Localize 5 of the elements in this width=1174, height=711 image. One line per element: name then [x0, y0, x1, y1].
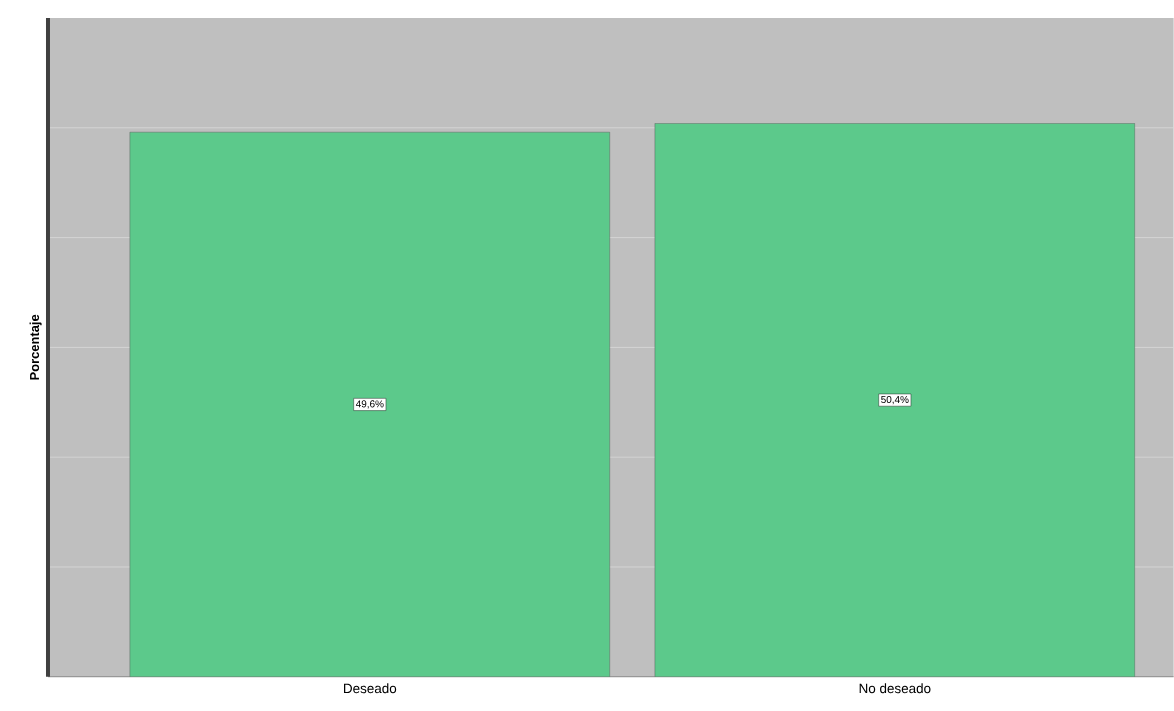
y-axis-title: Porcentaje	[29, 314, 42, 380]
x-tick-label: No deseado	[859, 683, 931, 694]
data-label: 49,6%	[355, 400, 384, 409]
x-tick-label: Deseado	[344, 683, 397, 694]
data-label: 50,4%	[881, 396, 909, 405]
